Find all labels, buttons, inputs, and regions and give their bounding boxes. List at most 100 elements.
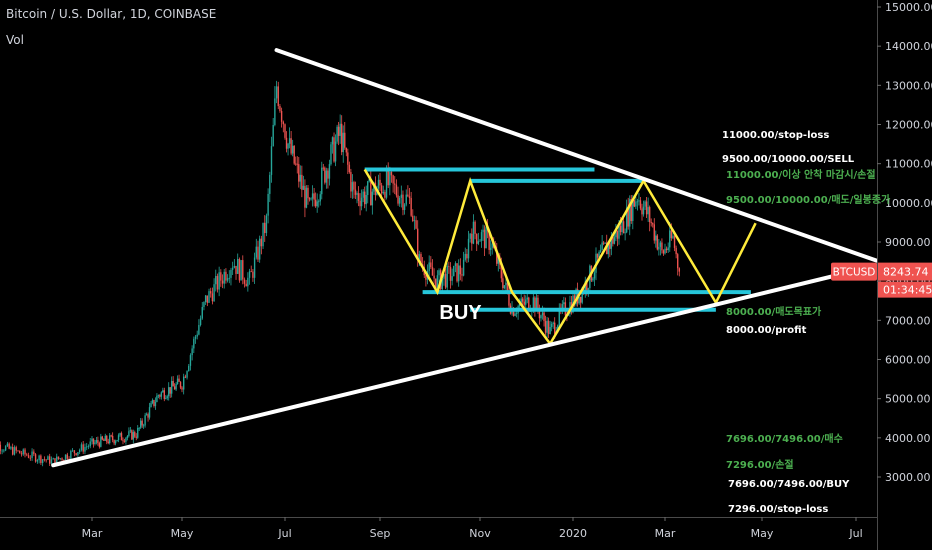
candle <box>194 335 197 344</box>
candle <box>282 120 285 133</box>
candle <box>459 258 462 281</box>
candle-body <box>602 242 605 244</box>
candle-body <box>252 271 254 278</box>
candle <box>662 249 665 256</box>
candle <box>299 165 302 190</box>
candle-body <box>50 459 53 464</box>
candle <box>625 199 628 234</box>
candle-body <box>45 459 47 461</box>
candle-body <box>362 191 364 198</box>
candle <box>549 320 551 335</box>
candle-body <box>454 263 457 266</box>
candle-body <box>505 282 507 286</box>
candle-body <box>178 378 180 382</box>
candle <box>598 250 600 259</box>
candle-body <box>260 238 263 247</box>
candle <box>113 439 115 446</box>
candle-body <box>179 381 182 388</box>
candle <box>653 218 655 244</box>
candle <box>453 265 455 277</box>
candle <box>109 432 111 445</box>
candle <box>508 286 510 308</box>
candle <box>63 459 65 461</box>
volume-indicator-label[interactable]: Vol <box>6 33 24 47</box>
candle-body <box>41 459 44 463</box>
candle-body <box>616 230 619 239</box>
candle <box>348 161 351 174</box>
candle <box>173 383 176 390</box>
candle <box>389 166 391 196</box>
candle-body <box>514 313 516 316</box>
candle-body <box>558 307 560 326</box>
candle-body <box>122 440 124 442</box>
candle-body <box>166 396 168 399</box>
candle-body <box>78 449 81 453</box>
candle-body <box>377 179 380 189</box>
candle-body <box>61 458 63 460</box>
candle-body <box>103 439 105 441</box>
candle-body <box>225 271 227 281</box>
candle <box>22 448 24 456</box>
candle-body <box>238 259 241 281</box>
candle <box>578 296 580 305</box>
candle <box>316 193 318 213</box>
candle <box>546 317 548 339</box>
candle <box>360 189 363 211</box>
candle <box>107 438 109 445</box>
candle-body <box>328 164 331 179</box>
candle <box>13 445 16 456</box>
candle <box>204 294 207 305</box>
candle <box>250 265 252 273</box>
candle <box>274 86 276 127</box>
candle-body <box>561 304 564 311</box>
candle-body <box>156 395 158 403</box>
candle-body <box>163 390 165 399</box>
candle-body <box>652 223 654 225</box>
candle-body <box>410 197 412 216</box>
candle <box>170 376 173 398</box>
candle-body <box>298 164 300 182</box>
candle-body <box>279 106 281 111</box>
candle-body <box>19 450 21 454</box>
candle-body <box>43 459 46 461</box>
price-tick-label: 7000.00 <box>885 314 931 327</box>
candle <box>262 222 264 250</box>
candle <box>218 266 220 297</box>
candle-body <box>193 338 195 349</box>
candle-body <box>253 257 256 278</box>
candle-body <box>154 402 157 407</box>
candle <box>50 456 53 465</box>
candle-body <box>17 450 19 452</box>
candle <box>410 191 412 218</box>
candle-body <box>151 400 154 404</box>
candle <box>491 241 493 255</box>
candle-body <box>451 276 453 281</box>
candle <box>40 454 42 465</box>
candle-body <box>520 298 522 304</box>
candle <box>448 261 450 274</box>
candle <box>359 193 361 216</box>
candle-body <box>170 380 173 394</box>
candle <box>400 185 403 208</box>
candle-body <box>584 281 586 293</box>
last-price-tag <box>878 262 932 281</box>
candle <box>311 185 314 207</box>
annotation-text: 7296.00/stop-loss <box>728 504 828 515</box>
candle-body <box>448 266 450 267</box>
candle-body <box>433 275 435 279</box>
candle-body <box>191 348 193 356</box>
annotation-text: 7696.00/7496.00/BUY <box>728 479 850 490</box>
candle <box>132 429 135 444</box>
candle <box>285 131 288 153</box>
candle-body <box>461 274 463 276</box>
candle-body <box>157 395 160 397</box>
candle-body <box>248 271 251 278</box>
candle-body <box>632 200 634 222</box>
candle-body <box>619 225 622 233</box>
candle-body <box>123 440 126 442</box>
candle <box>27 452 30 459</box>
candle-body <box>477 241 480 244</box>
candle-body <box>592 278 594 281</box>
candle <box>84 443 86 455</box>
